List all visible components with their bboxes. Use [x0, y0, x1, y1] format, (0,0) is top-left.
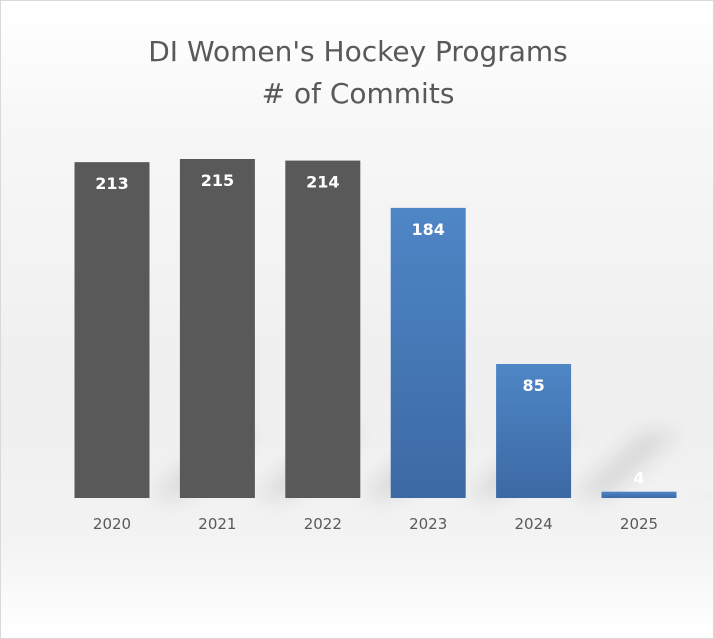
- x-tick-label-2021: 2021: [198, 515, 236, 533]
- chart-title-line-2: # of Commits: [261, 77, 455, 110]
- bar-2022: [285, 160, 361, 498]
- bar-2025: [601, 491, 677, 498]
- bar-shadow: [676, 496, 713, 498]
- bar-2020: [74, 162, 150, 498]
- data-label-2025: 4: [633, 469, 644, 488]
- chart-title: DI Women's Hockey Programs # of Commits: [1, 31, 713, 115]
- x-tick-label-2022: 2022: [304, 515, 342, 533]
- chart-title-line-1: DI Women's Hockey Programs: [148, 35, 568, 68]
- bar-shadow: [571, 432, 682, 498]
- x-tick-label-2023: 2023: [409, 515, 447, 533]
- data-label-2023: 184: [411, 220, 444, 239]
- bar-2023: [390, 207, 466, 498]
- data-label-2021: 215: [201, 171, 234, 190]
- bar-2021: [179, 159, 255, 498]
- bar-2024: [496, 363, 572, 498]
- bars-group: [74, 159, 677, 498]
- x-tick-label-2024: 2024: [515, 515, 553, 533]
- data-label-2022: 214: [306, 173, 339, 192]
- data-label-2020: 213: [95, 174, 128, 193]
- data-labels-group: 213 215 214 184 85 4: [95, 171, 644, 488]
- x-axis-ticks-group: 2020 2021 2022 2023 2024 2025: [93, 515, 658, 533]
- data-label-2024: 85: [522, 376, 544, 395]
- x-tick-label-2020: 2020: [93, 515, 131, 533]
- x-tick-label-2025: 2025: [620, 515, 658, 533]
